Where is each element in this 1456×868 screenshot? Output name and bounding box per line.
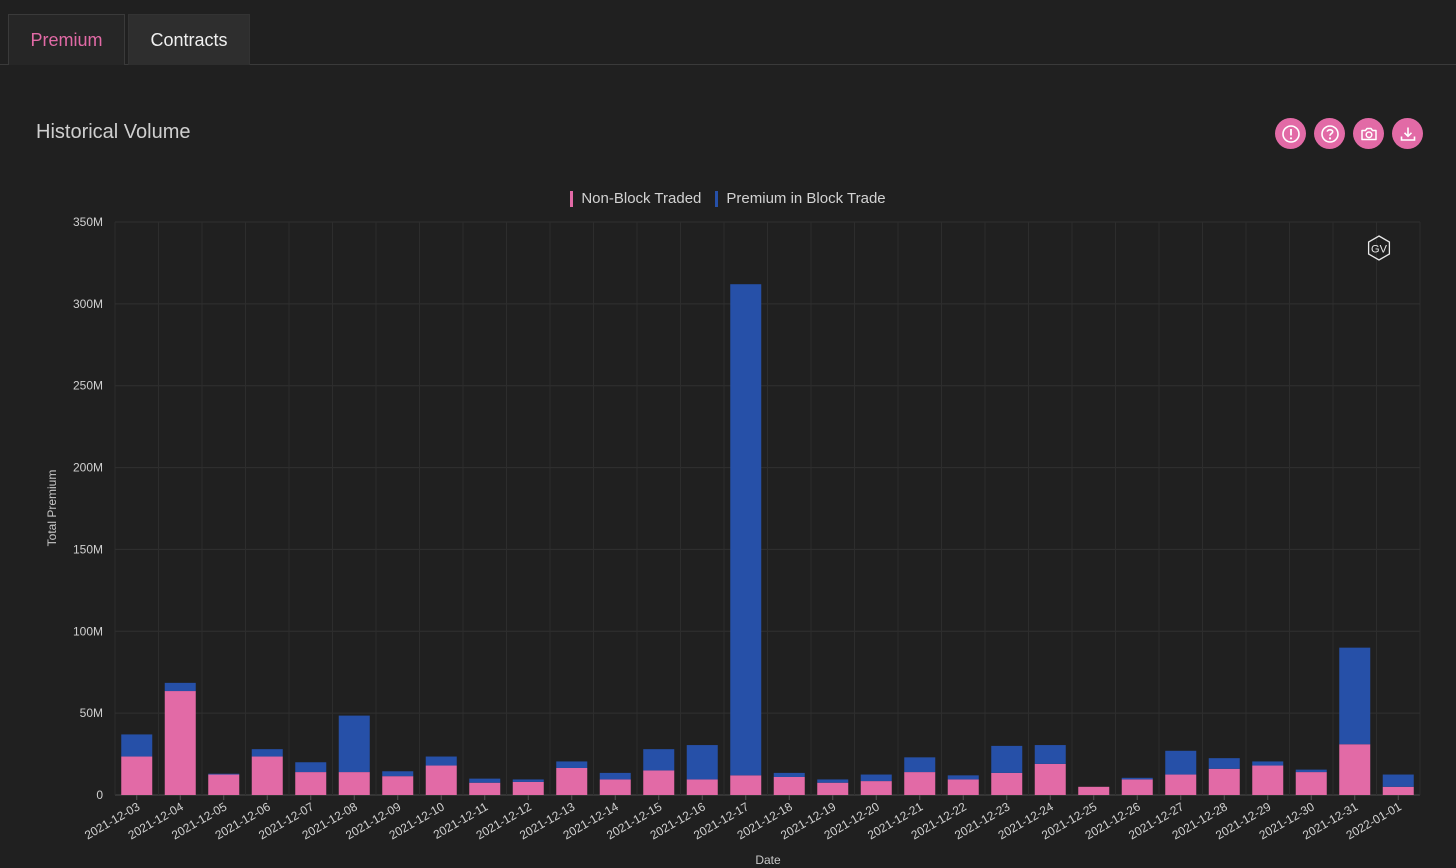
bar-block-trade[interactable] [512,779,544,782]
x-axis-ticks: 2021-12-032021-12-042021-12-052021-12-06… [82,795,1404,842]
page-title: Historical Volume [36,121,191,143]
bar-block-trade[interactable] [860,774,892,782]
bar-non-block[interactable] [556,767,588,795]
bar-block-trade[interactable] [164,682,196,692]
bar-non-block[interactable] [817,782,849,795]
tab-contracts[interactable]: Contracts [128,14,250,65]
bar-non-block[interactable] [1295,772,1327,795]
bar-non-block[interactable] [338,772,370,795]
bar-non-block[interactable] [208,774,240,795]
watermark-logo: GV [1367,235,1391,261]
chart-grid [114,221,1421,796]
bar-block-trade[interactable] [1252,761,1284,766]
bar-block-trade[interactable] [382,771,414,777]
y-tick-label: 50M [80,706,103,720]
bar-block-trade[interactable] [1382,774,1414,787]
info-icon [1281,124,1300,143]
bar-block-trade[interactable] [425,756,457,766]
bar-block-trade[interactable] [469,778,501,783]
tab-premium[interactable]: Premium [8,14,125,65]
y-tick-label: 300M [73,297,103,311]
bar-non-block[interactable] [512,781,544,795]
bar-non-block[interactable] [1165,774,1197,795]
help-icon [1320,124,1339,143]
legend-label-non-block: Non-Block Traded [581,190,702,207]
bar-block-trade[interactable] [338,715,370,773]
bar-block-trade[interactable] [208,773,240,775]
bar-block-trade[interactable] [773,772,805,777]
bar-block-trade[interactable] [251,749,283,757]
bar-non-block[interactable] [469,782,501,795]
y-tick-label: 100M [73,624,103,638]
tab-bar: Premium Contracts [0,0,1456,65]
chart-bars [121,284,1414,795]
bar-non-block[interactable] [425,765,457,795]
watermark-text: GV [1371,243,1388,255]
bar-non-block[interactable] [599,779,631,795]
y-axis-label: Total Premium [45,470,59,547]
bar-block-trade[interactable] [121,734,153,757]
bar-block-trade[interactable] [643,749,675,771]
bar-block-trade[interactable] [1339,647,1371,745]
bar-non-block[interactable] [295,772,327,795]
download-button[interactable] [1392,118,1423,149]
bar-non-block[interactable] [121,756,153,795]
bar-block-trade[interactable] [599,772,631,780]
y-tick-label: 150M [73,542,103,556]
bar-non-block[interactable] [860,781,892,795]
bar-block-trade[interactable] [556,761,588,768]
chart-legend: Non-Block Traded Premium in Block Trade [0,190,1456,207]
bar-non-block[interactable] [1252,765,1284,795]
bar-non-block[interactable] [251,756,283,795]
bar-non-block[interactable] [164,691,196,795]
legend-swatch-block [715,190,719,207]
y-tick-label: 250M [73,379,103,393]
info-button[interactable] [1275,118,1306,149]
bar-non-block[interactable] [1034,763,1066,795]
bar-block-trade[interactable] [817,779,849,783]
y-tick-label: 200M [73,461,103,475]
bar-non-block[interactable] [1121,779,1153,795]
bar-non-block[interactable] [686,779,718,795]
bar-non-block[interactable] [730,775,762,795]
legend-item-block[interactable]: Premium in Block Trade [715,190,886,207]
bar-non-block[interactable] [1339,744,1371,795]
bar-non-block[interactable] [1208,768,1240,795]
screenshot-button[interactable] [1353,118,1384,149]
bar-non-block[interactable] [643,770,675,795]
y-axis-ticks: 0 50M 100M 150M 200M 250M 300M 350M [73,215,103,802]
bar-non-block[interactable] [947,779,979,795]
legend-swatch-non-block [570,190,574,207]
download-icon [1400,127,1415,141]
y-tick-label: 0 [96,788,103,802]
help-button[interactable] [1314,118,1345,149]
bar-block-trade[interactable] [730,284,762,776]
bar-non-block[interactable] [1078,786,1110,795]
camera-icon [1360,127,1377,140]
bar-block-trade[interactable] [947,775,979,780]
legend-item-non-block[interactable]: Non-Block Traded [570,190,701,207]
legend-label-block: Premium in Block Trade [726,190,886,207]
x-axis-label: Date [755,853,781,867]
bar-block-trade[interactable] [295,762,327,773]
bar-block-trade[interactable] [1165,750,1197,775]
bar-non-block[interactable] [1382,786,1414,795]
bar-block-trade[interactable] [686,745,718,780]
bar-non-block[interactable] [991,772,1023,795]
bar-block-trade[interactable] [1121,777,1153,780]
bar-block-trade[interactable] [1034,745,1066,764]
bar-block-trade[interactable] [1295,769,1327,773]
bar-non-block[interactable] [382,776,414,795]
bar-block-trade[interactable] [1208,758,1240,769]
bar-block-trade[interactable] [991,745,1023,773]
bar-non-block[interactable] [904,772,936,795]
bar-non-block[interactable] [773,776,805,795]
y-tick-label: 350M [73,215,103,229]
bar-block-trade[interactable] [904,757,936,773]
